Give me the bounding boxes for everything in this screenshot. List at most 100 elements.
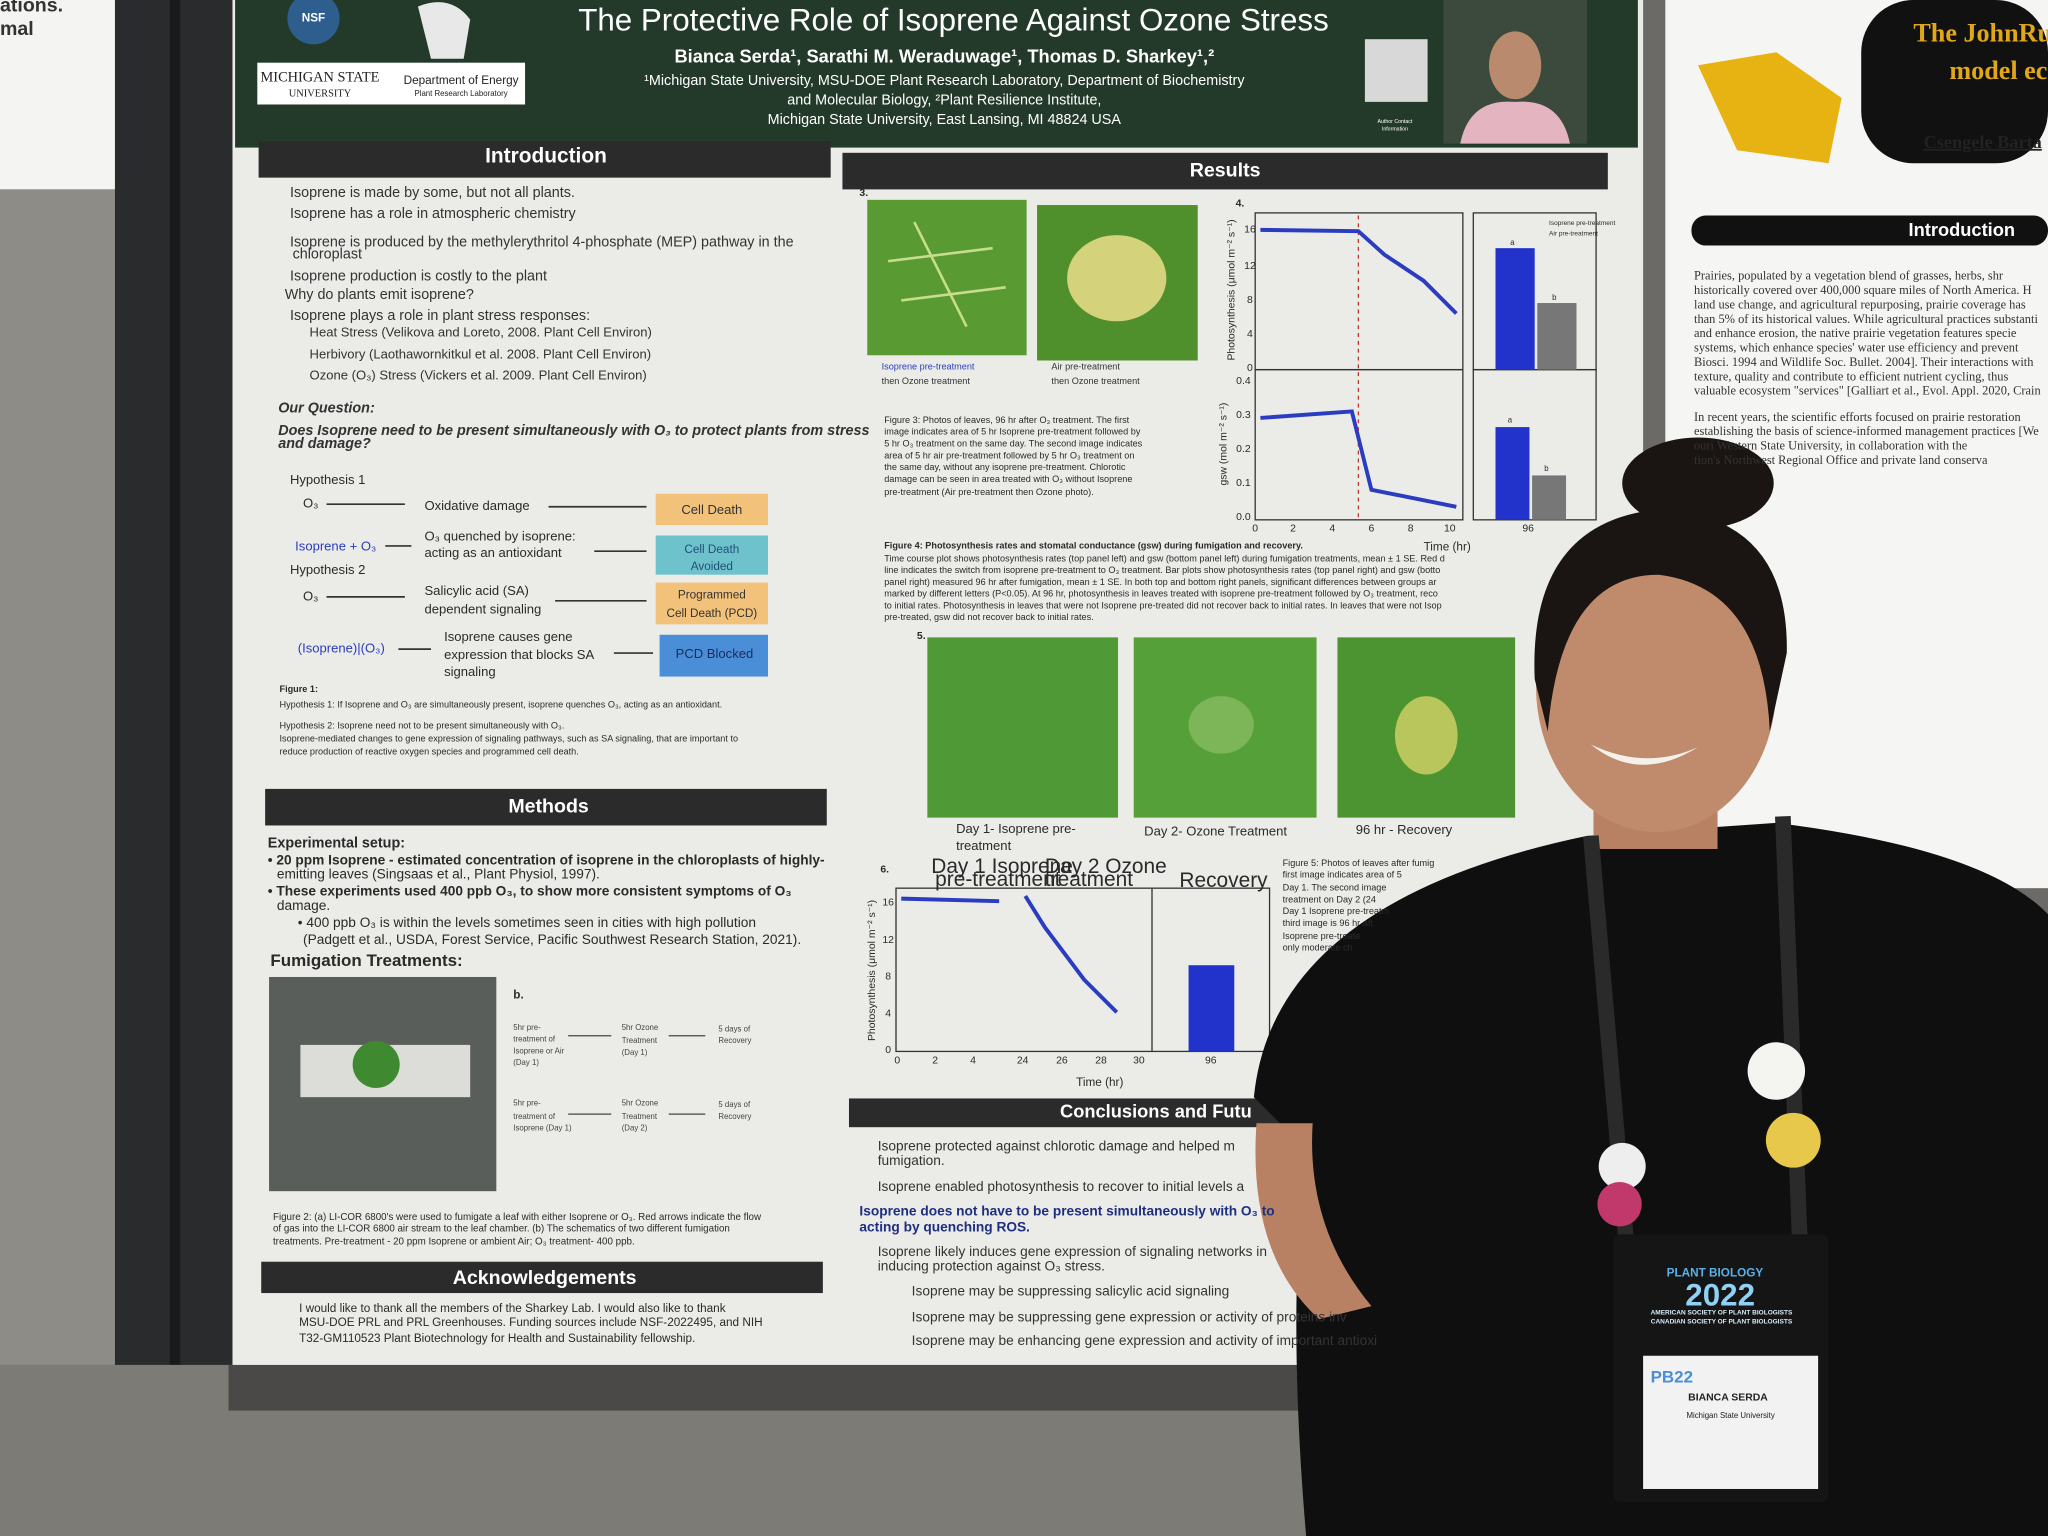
text: historically covered over 400,000 square… [1694, 283, 2032, 297]
text: to initial rates. Photosynthesis in leav… [884, 600, 1441, 610]
text: Isoprene pre-treatment [882, 361, 975, 371]
text: Recovery [718, 1036, 751, 1045]
text: 4 [1247, 329, 1253, 340]
photo-jacket [1460, 101, 1570, 144]
text: Recovery [718, 1112, 751, 1121]
text: tion's Northwest Regional Office and pri… [1694, 453, 1988, 467]
text: Day 1 Isoprene [931, 855, 1073, 878]
text: 10 [1444, 524, 1456, 535]
text: 6. [880, 865, 889, 876]
text: Csengele Barta [1924, 132, 2042, 152]
text: a [1510, 238, 1515, 247]
text: Photosynthesis (μmol m⁻² s⁻¹) [867, 900, 878, 1041]
text: Air pre-treatment [1549, 231, 1598, 238]
text: Isoprene enabled photosynthesis to recov… [878, 1179, 1245, 1194]
text: Biosci. 1994 and Wildlife Soc. Bullet. 2… [1694, 355, 2034, 369]
text: Day 1 Isoprene pre-treatm [1283, 906, 1390, 916]
text: MICHIGAN STATE [261, 70, 380, 86]
text: 2 [932, 1055, 938, 1066]
text: 0.3 [1236, 410, 1251, 421]
text: Hypothesis 1 [290, 472, 365, 487]
text: 6 [1369, 524, 1375, 535]
text: Isoprene may be enhancing gene expressio… [912, 1333, 1377, 1348]
text: Time (hr) [1076, 1076, 1123, 1089]
text: treatment [1045, 868, 1133, 891]
text: image indicates area of 5 hr Isoprene pr… [884, 427, 1141, 437]
text: Figure 3: Photos of leaves, 96 hr after … [884, 415, 1129, 425]
left-board [0, 189, 118, 1365]
text: 4 [1329, 524, 1335, 535]
text: ouri Western State University, in collab… [1694, 439, 1968, 453]
text: first image indicates area of 5 [1283, 870, 1402, 880]
text: Isoprene has a role in atmospheric chemi… [290, 206, 577, 222]
text: UNIVERSITY [289, 88, 352, 99]
text: 5hr pre- [513, 1023, 541, 1032]
text: 4 [970, 1055, 976, 1066]
text: (Day 2) [622, 1124, 648, 1133]
text: 5hr Ozone [622, 1099, 659, 1108]
schematic-arrows [568, 1035, 706, 1115]
text: Isoprene-mediated changes to gene expres… [280, 734, 739, 744]
text: Isoprene may be suppressing gene express… [912, 1310, 1347, 1325]
text: Isoprene is made by some, but not all pl… [290, 185, 575, 201]
hyp-box [655, 493, 768, 526]
text: fumigation. [878, 1153, 945, 1168]
text: Isoprene is produced by the methylerythr… [290, 235, 794, 251]
text: (Padgett et al., USDA, Forest Service, P… [303, 932, 801, 947]
text: systems, which enhance species' water us… [1694, 341, 2019, 355]
left-poster [0, 0, 118, 190]
text: ¹Michigan State University, MSU-DOE Plan… [644, 73, 1245, 89]
frame-edge [169, 0, 181, 1536]
text: signaling [444, 664, 496, 679]
text: Day 1. The second image [1283, 883, 1387, 893]
text: BIANCA SERDA [1688, 1392, 1768, 1403]
hyp-box [655, 582, 768, 625]
text: PLANT BIOLOGY [1667, 1267, 1764, 1280]
text: land use change, and agricultural repurp… [1694, 297, 2026, 311]
text: 28 [1095, 1055, 1107, 1066]
text: Isoprene may be suppressing salicylic ac… [912, 1283, 1230, 1298]
text: 4 [885, 1008, 891, 1019]
text: Plant Research Laboratory [414, 89, 507, 98]
text: 16 [882, 897, 894, 908]
text: O₃ quenched by isoprene: [424, 528, 575, 543]
text: treatment of [513, 1035, 556, 1044]
text: MSU-DOE PRL and PRL Greenhouses. Funding… [299, 1316, 763, 1329]
text: Isoprene production is costly to the pla… [290, 269, 547, 285]
section-bar [265, 788, 827, 826]
right-logo [1697, 52, 1842, 164]
text: Isoprene plays a role in plant stress re… [290, 308, 590, 324]
text: Hypothesis 2: Isoprene need not to be pr… [280, 721, 565, 731]
text: pre-treatment (Air pre-treatment then Oz… [884, 487, 1093, 497]
spartan-logo [417, 2, 471, 59]
text: Does Isoprene need to be present simulta… [278, 423, 869, 439]
text: Isoprene likely induces gene expression … [878, 1244, 1267, 1259]
qr-code [1364, 39, 1428, 102]
text: damage can be seen in area treated with … [884, 474, 1132, 484]
text: treatment of [513, 1112, 556, 1121]
text: Author Contact [1378, 119, 1413, 125]
text: Figure 5: Photos of leaves after fumig [1283, 858, 1435, 868]
text: model ec [1949, 56, 2047, 85]
text: Air pre-treatment [1051, 361, 1120, 371]
text: Day 1- Isoprene pre- [956, 821, 1076, 836]
text: Figure 2: (a) LI-COR 6800's were used to… [273, 1212, 762, 1223]
text: 16 [1244, 225, 1256, 236]
text: dependent signaling [424, 601, 541, 616]
text: 5hr Ozone [622, 1023, 659, 1032]
text: 5 days of [718, 1024, 751, 1033]
text: 12 [882, 935, 894, 946]
text: Results [1190, 159, 1261, 181]
text: Fumigation Treatments: [270, 951, 462, 970]
text: treatments. Pre-treatment - 20 ppm Isopr… [273, 1237, 635, 1248]
text: O₃ [303, 496, 318, 511]
text: The Protective Role of Isoprene Against … [578, 2, 1329, 37]
text: Photosynthesis (μmol m⁻² s⁻¹) [1226, 219, 1237, 360]
text: Acknowledgements [453, 1267, 637, 1289]
text: 4. [1236, 199, 1245, 210]
text: 5hr pre- [513, 1099, 541, 1108]
text: Isoprene (Day 1) [513, 1124, 572, 1133]
section-bar [842, 152, 1608, 190]
text: Treatment [622, 1112, 658, 1121]
